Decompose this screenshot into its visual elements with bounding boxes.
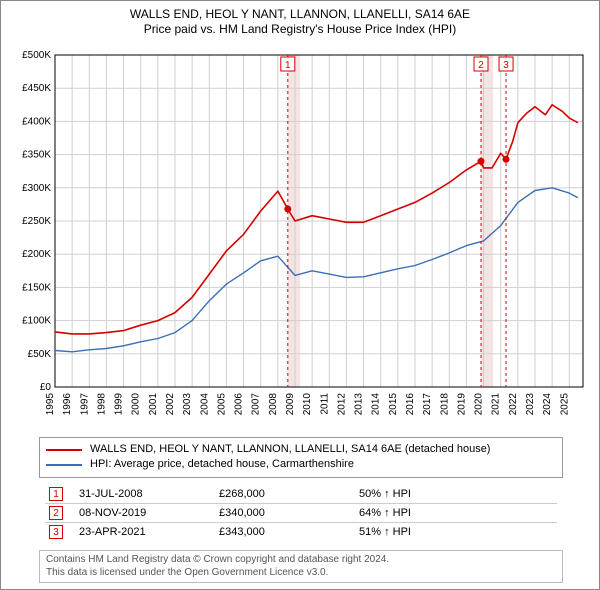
svg-text:2005: 2005	[216, 393, 227, 416]
sale-marker-badge: 1	[49, 487, 63, 501]
svg-text:£350K: £350K	[22, 150, 51, 161]
svg-text:1998: 1998	[96, 393, 107, 416]
sales-row: 1 31-JUL-2008£268,00050% ↑ HPI	[45, 485, 557, 504]
sales-row: 3 23-APR-2021£343,00051% ↑ HPI	[45, 523, 557, 542]
title-address: WALLS END, HEOL Y NANT, LLANNON, LLANELL…	[1, 7, 599, 22]
sales-table: 1 31-JUL-2008£268,00050% ↑ HPI 2 08-NOV-201…	[39, 481, 563, 543]
legend-swatch	[46, 449, 82, 451]
data-attribution: Contains HM Land Registry data © Crown c…	[39, 550, 563, 583]
svg-text:2019: 2019	[456, 393, 467, 416]
svg-text:2000: 2000	[131, 393, 142, 416]
svg-text:2001: 2001	[148, 393, 159, 416]
legend-label: HPI: Average price, detached house, Carm…	[90, 457, 354, 472]
svg-text:2003: 2003	[182, 393, 193, 416]
svg-text:2009: 2009	[285, 393, 296, 416]
svg-text:3: 3	[503, 60, 509, 71]
sale-vs-hpi: 50% ↑ HPI	[355, 485, 557, 504]
chart: £0 £50K £100K £150K £200K £250K £300K £350K £400…	[9, 49, 593, 429]
svg-text:2008: 2008	[268, 393, 279, 416]
svg-text:1996: 1996	[62, 393, 73, 416]
svg-text:£300K: £300K	[22, 183, 51, 194]
svg-text:2016: 2016	[405, 393, 416, 416]
figure-container: WALLS END, HEOL Y NANT, LLANNON, LLANELL…	[0, 0, 600, 590]
svg-text:2024: 2024	[542, 393, 553, 416]
svg-text:£50K: £50K	[28, 349, 52, 360]
sale-date: 23-APR-2021	[75, 523, 215, 542]
legend-item: HPI: Average price, detached house, Carm…	[46, 457, 556, 472]
sale-price: £343,000	[215, 523, 355, 542]
sale-date: 31-JUL-2008	[75, 485, 215, 504]
svg-text:£0: £0	[40, 382, 52, 393]
svg-text:1: 1	[285, 60, 291, 71]
footer-line1: Contains HM Land Registry data © Crown c…	[46, 554, 556, 567]
sale-price: £340,000	[215, 504, 355, 523]
svg-text:2013: 2013	[354, 393, 365, 416]
svg-text:2010: 2010	[302, 393, 313, 416]
svg-text:£450K: £450K	[22, 83, 51, 94]
legend-swatch	[46, 464, 82, 466]
legend: WALLS END, HEOL Y NANT, LLANNON, LLANELL…	[39, 437, 563, 478]
sale-vs-hpi: 64% ↑ HPI	[355, 504, 557, 523]
sale-marker-badge: 3	[49, 525, 63, 539]
svg-text:£400K: £400K	[22, 116, 51, 127]
svg-text:2004: 2004	[199, 393, 210, 416]
svg-text:2: 2	[478, 60, 484, 71]
svg-text:2020: 2020	[474, 393, 485, 416]
svg-text:2025: 2025	[559, 393, 570, 416]
sale-date: 08-NOV-2019	[75, 504, 215, 523]
svg-text:2006: 2006	[234, 393, 245, 416]
svg-text:2023: 2023	[525, 393, 536, 416]
svg-text:1995: 1995	[45, 393, 56, 416]
svg-text:£250K: £250K	[22, 216, 51, 227]
svg-text:£500K: £500K	[22, 50, 51, 61]
svg-text:1999: 1999	[114, 393, 125, 416]
svg-text:2022: 2022	[508, 393, 519, 416]
svg-text:2015: 2015	[388, 393, 399, 416]
sale-price: £268,000	[215, 485, 355, 504]
svg-text:2014: 2014	[371, 393, 382, 416]
svg-text:£100K: £100K	[22, 316, 51, 327]
footer-line2: This data is licensed under the Open Gov…	[46, 567, 556, 580]
sale-marker-badge: 2	[49, 506, 63, 520]
svg-text:2021: 2021	[491, 393, 502, 416]
svg-text:1997: 1997	[79, 393, 90, 416]
svg-text:2011: 2011	[319, 393, 330, 415]
sales-row: 2 08-NOV-2019£340,00064% ↑ HPI	[45, 504, 557, 523]
svg-text:2002: 2002	[165, 393, 176, 416]
svg-text:£200K: £200K	[22, 249, 51, 260]
svg-text:2007: 2007	[251, 393, 262, 416]
svg-text:2017: 2017	[422, 393, 433, 416]
chart-titles: WALLS END, HEOL Y NANT, LLANNON, LLANELL…	[1, 1, 599, 37]
sale-vs-hpi: 51% ↑ HPI	[355, 523, 557, 542]
title-subtitle: Price paid vs. HM Land Registry's House …	[1, 22, 599, 37]
svg-text:£150K: £150K	[22, 282, 51, 293]
legend-item: WALLS END, HEOL Y NANT, LLANNON, LLANELL…	[46, 442, 556, 457]
chart-svg: £0 £50K £100K £150K £200K £250K £300K £350K £400…	[9, 49, 593, 429]
svg-text:2012: 2012	[336, 393, 347, 416]
svg-text:2018: 2018	[439, 393, 450, 416]
legend-label: WALLS END, HEOL Y NANT, LLANNON, LLANELL…	[90, 442, 490, 457]
